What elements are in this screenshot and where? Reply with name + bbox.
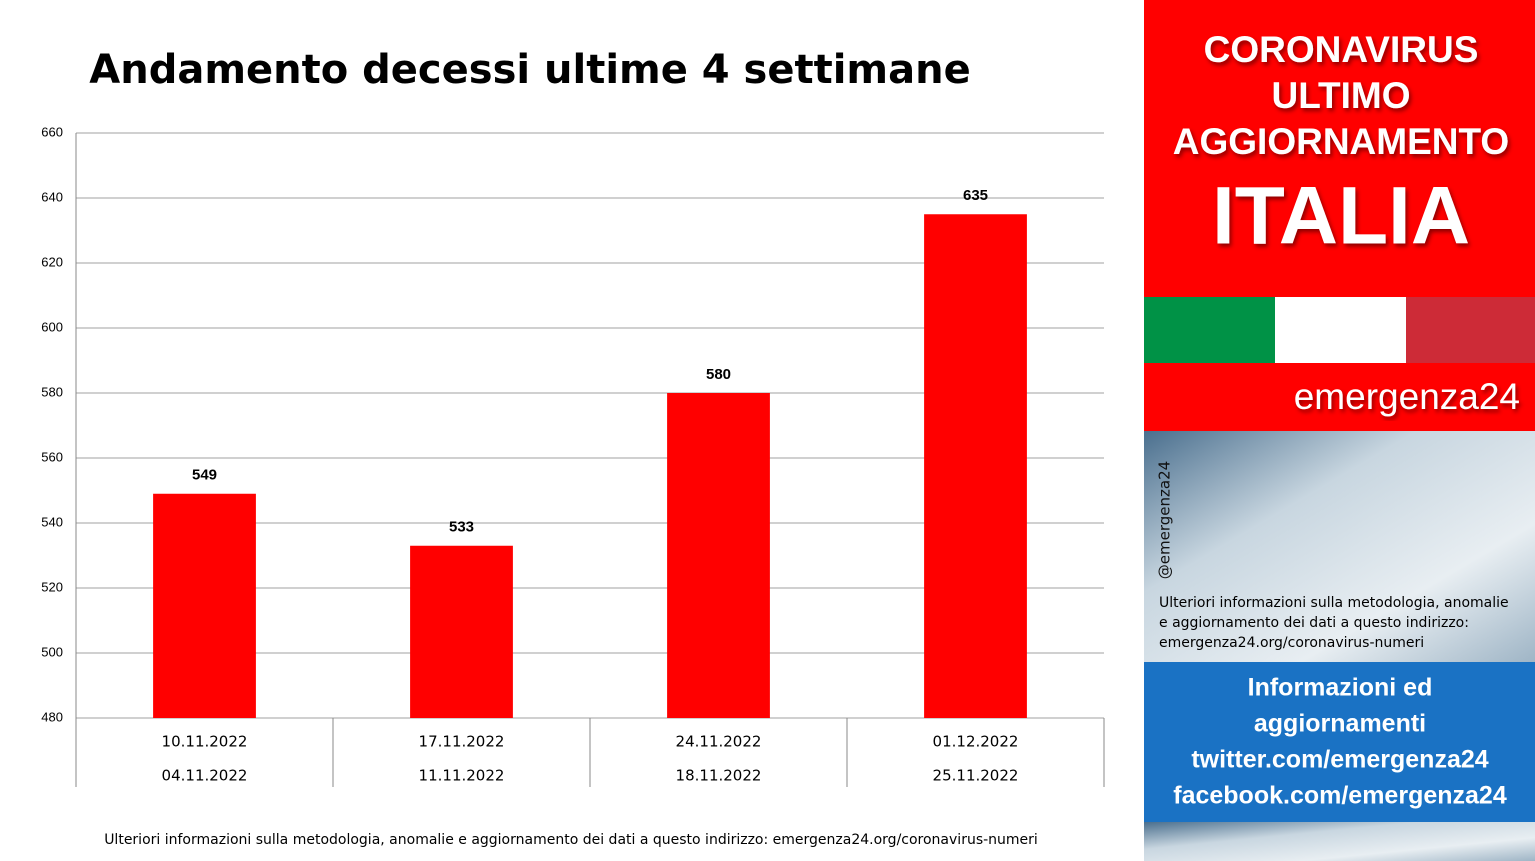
- red-panel: [1144, 0, 1535, 297]
- brand-band: [1144, 363, 1535, 431]
- bar: [667, 393, 770, 718]
- y-tick-label: 520: [41, 579, 63, 594]
- headline: ULTIMO: [1271, 75, 1410, 116]
- x-tick-label: 17.11.2022: [419, 733, 505, 751]
- photo-area: [1144, 431, 1535, 662]
- brand: emergenza24: [1294, 376, 1520, 417]
- flag-red: [1406, 297, 1535, 363]
- link-line: aggiornamenti: [1254, 710, 1426, 738]
- link-line: twitter.com/emergenza24: [1191, 746, 1488, 774]
- x-tick-label: 11.11.2022: [419, 767, 505, 785]
- y-tick-label: 660: [41, 124, 63, 139]
- x-tick-label: 01.12.2022: [933, 733, 1019, 751]
- bottom-strip: [1144, 822, 1535, 861]
- data-label: 635: [963, 187, 988, 204]
- bar: [410, 545, 513, 718]
- data-label: 580: [706, 366, 731, 383]
- x-tick-label: 10.11.2022: [162, 733, 248, 751]
- y-tick-label: 580: [41, 384, 63, 399]
- footnote: Ulteriori informazioni sulla metodologia…: [104, 832, 1038, 848]
- y-tick-label: 560: [41, 449, 63, 464]
- y-tick-label: 540: [41, 514, 63, 529]
- sidebar: CORONAVIRUS ULTIMO AGGIORNAMENTO ITALIA …: [1144, 0, 1535, 861]
- info-line: e aggiornamento dei dati a questo indiri…: [1159, 615, 1469, 631]
- headline: AGGIORNAMENTO: [1173, 121, 1509, 162]
- data-label: 533: [449, 519, 474, 536]
- link-line: facebook.com/emergenza24: [1173, 782, 1507, 810]
- y-tick-label: 600: [41, 319, 63, 334]
- flag-green: [1144, 297, 1275, 363]
- info-line: emergenza24.org/coronavirus-numeri: [1159, 635, 1424, 651]
- data-label: 549: [192, 467, 217, 484]
- info-line: Ulteriori informazioni sulla metodologia…: [1159, 595, 1509, 611]
- x-tick-label: 25.11.2022: [933, 767, 1019, 785]
- y-tick-label: 480: [41, 709, 63, 724]
- bar: [924, 214, 1027, 718]
- y-tick-label: 640: [41, 189, 63, 204]
- x-tick-label: 04.11.2022: [162, 767, 248, 785]
- y-tick-label: 620: [41, 254, 63, 269]
- chart-title: Andamento decessi ultime 4 settimane: [89, 47, 970, 93]
- link-line: Informazioni ed: [1248, 674, 1433, 702]
- handle: @emergenza24: [1156, 461, 1174, 579]
- country: ITALIA: [1212, 171, 1470, 262]
- y-tick-label: 500: [41, 644, 63, 659]
- flag-white: [1275, 297, 1406, 363]
- headline: CORONAVIRUS: [1204, 29, 1479, 70]
- links-panel: [1144, 662, 1535, 822]
- x-tick-label: 18.11.2022: [676, 767, 762, 785]
- bar: [153, 493, 256, 718]
- x-tick-label: 24.11.2022: [676, 733, 762, 751]
